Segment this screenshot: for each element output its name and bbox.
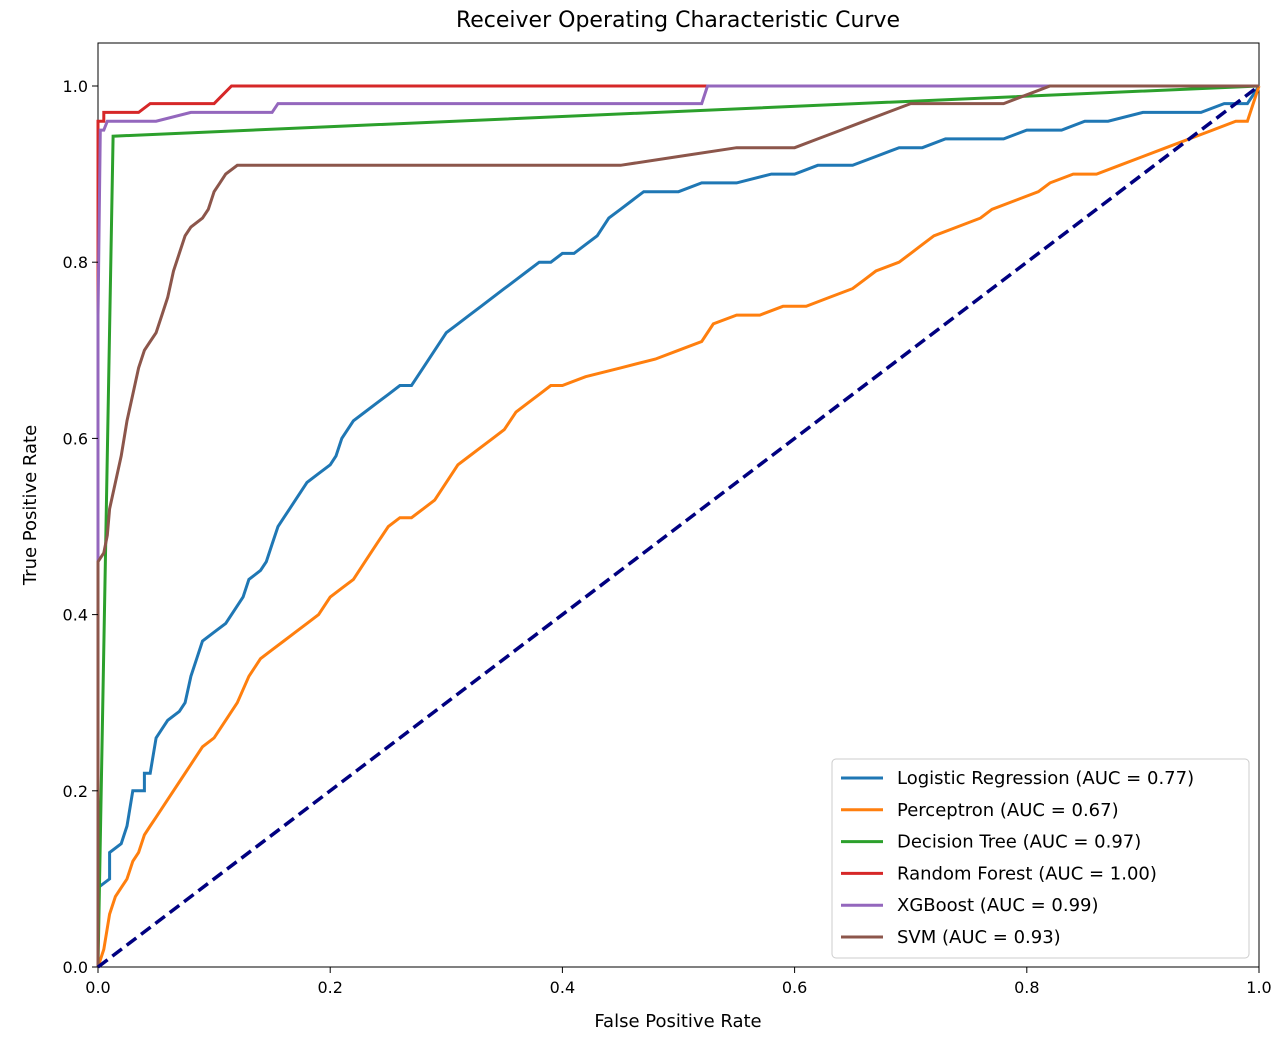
x-tick-label: 0.8 xyxy=(1014,978,1039,997)
legend-label: Decision Tree (AUC = 0.97) xyxy=(897,832,1141,853)
legend-label: Perceptron (AUC = 0.67) xyxy=(897,800,1119,821)
series-layer xyxy=(96,84,1261,969)
legend: Logistic Regression (AUC = 0.77) Perceptr… xyxy=(831,758,1250,959)
y-tick-label: 1.0 xyxy=(63,77,88,96)
legend-label: Random Forest (AUC = 1.00) xyxy=(897,863,1157,884)
x-axis-ticks: 0.0 0.2 0.4 0.6 0.8 1.0 xyxy=(85,967,1272,997)
series-line-4 xyxy=(96,84,1259,967)
y-tick-label: 0.4 xyxy=(63,606,88,625)
series-line-2 xyxy=(96,85,1261,968)
legend-items: Logistic Regression (AUC = 0.77) Perceptr… xyxy=(841,768,1194,948)
y-axis-label: True Positive Rate xyxy=(20,425,41,586)
y-tick-label: 0.8 xyxy=(63,253,88,272)
reference-diagonal-line xyxy=(96,84,1261,969)
series-line-1 xyxy=(96,85,1261,967)
series-line-5 xyxy=(96,84,1259,967)
x-tick-label: 0.2 xyxy=(317,978,342,997)
y-axis-ticks: 0.0 0.2 0.4 0.6 0.8 1.0 xyxy=(63,77,98,977)
y-tick-label: 0.6 xyxy=(63,429,88,448)
legend-frame xyxy=(831,758,1250,959)
y-tick-label: 0.0 xyxy=(63,958,88,977)
x-tick-label: 0.0 xyxy=(85,978,110,997)
y-tick-label: 0.2 xyxy=(63,782,88,801)
chart-title: Receiver Operating Characteristic Curve xyxy=(456,8,900,33)
x-axis-label: False Positive Rate xyxy=(594,1011,761,1032)
legend-label: SVM (AUC = 0.93) xyxy=(897,927,1061,948)
series-line-3 xyxy=(96,84,1260,968)
x-tick-label: 0.6 xyxy=(782,978,807,997)
x-tick-label: 0.4 xyxy=(550,978,575,997)
legend-label: Logistic Regression (AUC = 0.77) xyxy=(897,768,1194,789)
series-line-6 xyxy=(96,84,1259,967)
x-tick-label: 1.0 xyxy=(1246,978,1271,997)
plot-area: 0.0 0.2 0.4 0.6 0.8 1.0 0.0 0.2 0.4 0.6 0.8 1.0 xyxy=(63,42,1272,997)
legend-label: XGBoost (AUC = 0.99) xyxy=(897,895,1099,916)
